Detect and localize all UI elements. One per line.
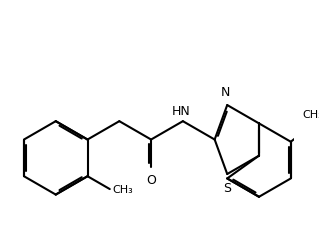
Text: S: S — [223, 181, 231, 194]
Text: CH₃: CH₃ — [302, 110, 319, 120]
Text: CH₃: CH₃ — [113, 184, 133, 194]
Text: O: O — [146, 173, 156, 186]
Text: N: N — [221, 86, 230, 99]
Text: HN: HN — [172, 104, 190, 117]
